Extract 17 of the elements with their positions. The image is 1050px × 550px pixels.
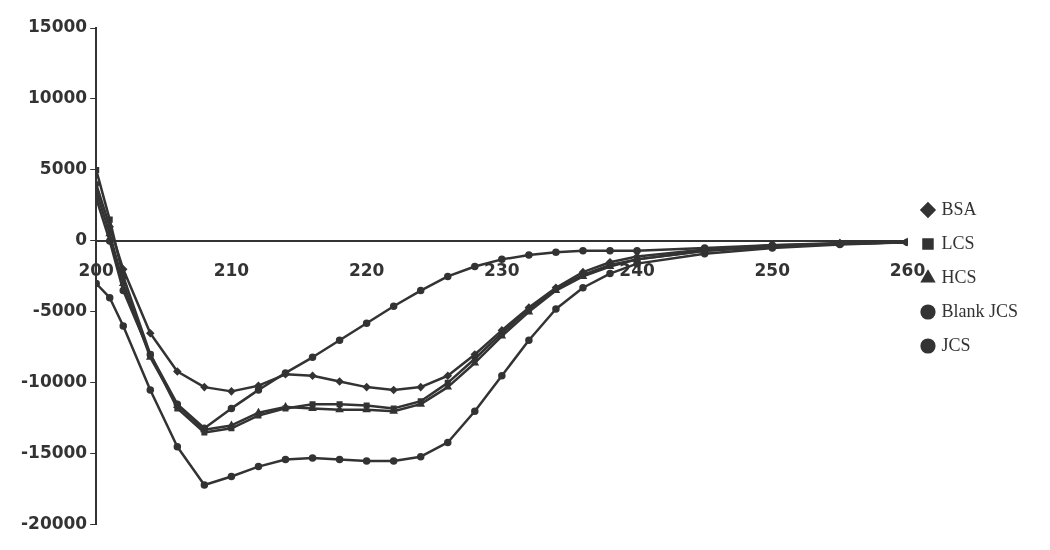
y-tick-label: -5000	[32, 300, 88, 321]
y-tick-label: 10000	[28, 87, 88, 108]
x-tick-label: 260	[889, 259, 926, 280]
legend-label: LCS	[941, 232, 975, 253]
y-tick-label: -20000	[21, 513, 88, 534]
legend-label: JCS	[941, 334, 971, 355]
x-tick-label: 250	[754, 259, 791, 280]
y-tick-label: -15000	[21, 442, 88, 463]
legend-label: Blank JCS	[941, 300, 1019, 321]
y-tick-label: 5000	[39, 158, 88, 179]
y-tick-label: 0	[75, 229, 88, 250]
y-tick-label: 15000	[28, 16, 88, 37]
y-tick-label: -10000	[21, 371, 88, 392]
legend-label: HCS	[941, 266, 977, 287]
x-tick-label: 220	[348, 259, 385, 280]
legend-label: BSA	[941, 198, 977, 219]
x-tick-label: 210	[213, 259, 250, 280]
